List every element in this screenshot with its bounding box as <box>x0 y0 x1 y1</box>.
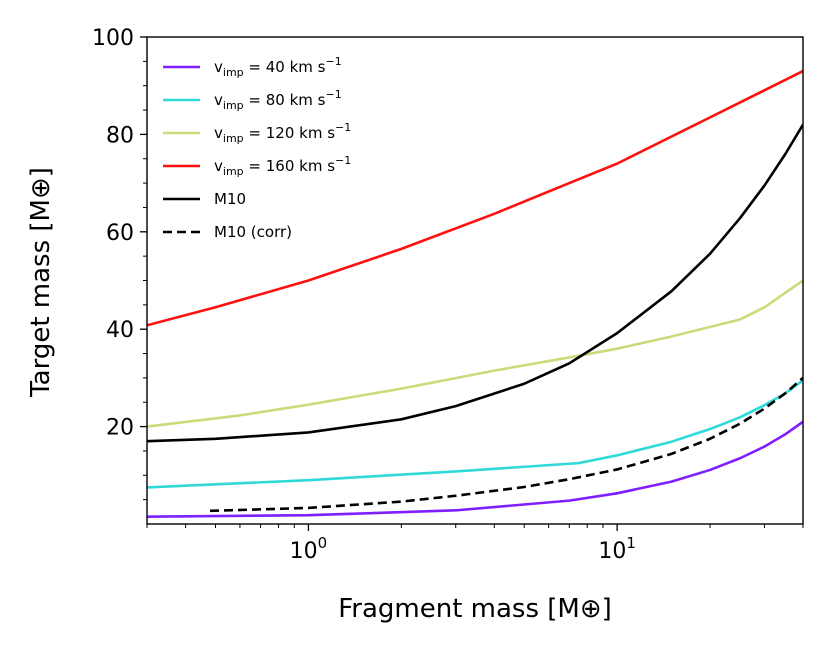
legend-label-5: M10 (corr) <box>214 223 292 241</box>
legend-superscript: −1 <box>335 154 351 167</box>
legend-label-3: vimp = 160 km s−1 <box>214 154 351 178</box>
legend-rest: = 160 km s <box>244 157 336 175</box>
x-tick-label: 100 <box>290 534 328 564</box>
legend-label-0: vimp = 40 km s−1 <box>214 55 342 79</box>
legend-main: v <box>214 157 223 175</box>
legend-main: M10 (corr) <box>214 223 292 241</box>
y-tick-label: 100 <box>92 26 134 51</box>
y-tick-label: 80 <box>106 123 134 148</box>
y-tick-label: 20 <box>106 416 134 441</box>
legend-subscript: imp <box>223 99 244 112</box>
series-line-2 <box>147 279 803 428</box>
legend-subscript: imp <box>223 132 244 145</box>
legend-superscript: −1 <box>335 121 351 134</box>
series-line-4 <box>147 123 803 443</box>
legend-rest: = 80 km s <box>244 91 326 109</box>
plot-frame <box>146 36 804 525</box>
legend-main: M10 <box>214 190 246 208</box>
series-line-0 <box>147 420 803 518</box>
legend-main: v <box>214 124 223 142</box>
y-tick-label: 60 <box>106 221 134 246</box>
series-line-5 <box>209 376 803 513</box>
y-axis-label: Target mass [M⊕] <box>26 167 56 398</box>
series-lines <box>147 69 803 518</box>
legend-main: v <box>214 91 223 109</box>
legend-label-4: M10 <box>214 190 246 208</box>
y-tick-label: 40 <box>106 318 134 343</box>
x-tick-base: 10 <box>290 539 318 564</box>
axes <box>146 36 804 525</box>
x-tick-exponent: 1 <box>626 534 636 552</box>
legend-superscript: −1 <box>326 88 342 101</box>
x-tick-base: 10 <box>598 539 626 564</box>
legend-superscript: −1 <box>326 55 342 68</box>
legend-rest: = 40 km s <box>244 58 326 76</box>
series-line-1 <box>147 379 803 489</box>
x-axis-label: Fragment mass [M⊕] <box>338 594 612 624</box>
legend-rest: = 120 km s <box>244 124 336 142</box>
series-line-3 <box>147 69 803 327</box>
legend-label-2: vimp = 120 km s−1 <box>214 121 351 145</box>
x-tick-exponent: 0 <box>318 534 328 552</box>
legend-label-1: vimp = 80 km s−1 <box>214 88 342 112</box>
legend-subscript: imp <box>223 66 244 79</box>
legend-main: v <box>214 58 223 76</box>
legend-subscript: imp <box>223 165 244 178</box>
x-tick-label: 101 <box>598 534 636 564</box>
